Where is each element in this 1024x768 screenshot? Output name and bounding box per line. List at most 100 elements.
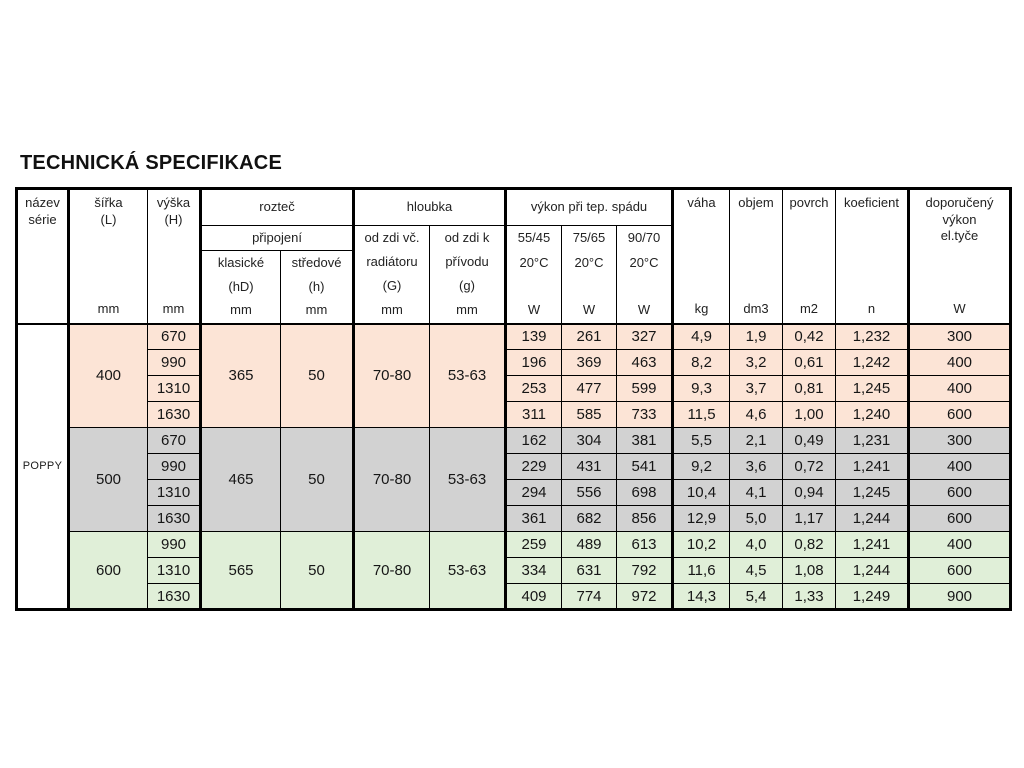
header-temp-7565: 75/65 20°C W xyxy=(561,225,617,324)
header-temp-7565-label: 75/65 xyxy=(572,230,606,246)
header-stredove: středové (h) mm xyxy=(280,250,355,324)
vykon-7565-cell: 682 xyxy=(561,505,617,532)
header-doporuceny-line3: el.tyče xyxy=(940,227,979,243)
doporuceny-cell: 400 xyxy=(908,375,1011,402)
povrch-cell: 1,08 xyxy=(782,557,836,584)
doporuceny-cell: 600 xyxy=(908,479,1011,506)
vyska-cell: 670 xyxy=(147,427,202,454)
vyska-cell: 1310 xyxy=(147,375,202,402)
objem-cell: 3,7 xyxy=(729,375,783,402)
vaha-cell: 9,3 xyxy=(672,375,730,402)
header-temp-7565-degrees: 20°C xyxy=(574,254,604,270)
header-temp-5545: 55/45 20°C W xyxy=(505,225,562,324)
vykon-5545-cell: 253 xyxy=(505,375,562,402)
header-sirka-symbol: (L) xyxy=(100,211,117,227)
unit-mm: mm xyxy=(456,301,478,317)
koeficient-cell: 1,249 xyxy=(835,583,910,610)
header-klasicke-label: klasické xyxy=(217,255,265,271)
povrch-cell: 0,49 xyxy=(782,427,836,454)
header-od-zdi-vc: od zdi vč. radiátoru (G) mm xyxy=(353,225,430,324)
vaha-cell: 9,2 xyxy=(672,453,730,480)
vyska-cell: 1630 xyxy=(147,583,202,610)
vyska-cell: 990 xyxy=(147,349,202,376)
doporuceny-cell: 600 xyxy=(908,557,1011,584)
vykon-9070-cell: 599 xyxy=(616,375,674,402)
koeficient-cell: 1,241 xyxy=(835,531,910,558)
vykon-5545-cell: 229 xyxy=(505,453,562,480)
header-doporuceny-line1: doporučený xyxy=(925,195,994,211)
vyska-cell: 1310 xyxy=(147,479,202,506)
page-title: TECHNICKÁ SPECIFIKACE xyxy=(20,152,282,174)
vaha-cell: 5,5 xyxy=(672,427,730,454)
header-temp-9070: 90/70 20°C W xyxy=(616,225,674,324)
unit-kg: kg xyxy=(694,301,709,316)
unit-mm: mm xyxy=(381,301,403,317)
klasicke-cell: 465 xyxy=(200,427,281,532)
header-od-zdi-vc-line2: radiátoru xyxy=(366,254,418,270)
koeficient-cell: 1,231 xyxy=(835,427,910,454)
povrch-cell: 1,33 xyxy=(782,583,836,610)
vykon-5545-cell: 139 xyxy=(505,322,562,350)
vykon-5545-cell: 409 xyxy=(505,583,562,610)
doporuceny-cell: 400 xyxy=(908,349,1011,376)
vaha-cell: 12,9 xyxy=(672,505,730,532)
header-doporuceny-line2: výkon xyxy=(942,211,977,227)
od-zdi-vc-cell: 70-80 xyxy=(353,322,430,428)
stredove-cell: 50 xyxy=(280,531,355,610)
header-od-zdi-vc-symbol: (G) xyxy=(382,278,402,294)
header-temp-5545-label: 55/45 xyxy=(517,230,551,246)
header-od-zdi-k-line2: přívodu xyxy=(445,254,489,270)
unit-mm: mm xyxy=(305,302,328,317)
vaha-cell: 14,3 xyxy=(672,583,730,610)
doporuceny-cell: 300 xyxy=(908,322,1011,350)
doporuceny-cell: 400 xyxy=(908,531,1011,558)
vykon-7565-cell: 631 xyxy=(561,557,617,584)
objem-cell: 2,1 xyxy=(729,427,783,454)
povrch-cell: 0,61 xyxy=(782,349,836,376)
vykon-7565-cell: 431 xyxy=(561,453,617,480)
header-temp-9070-degrees: 20°C xyxy=(629,254,659,270)
doporuceny-cell: 400 xyxy=(908,453,1011,480)
od-zdi-k-cell: 53-63 xyxy=(429,531,507,610)
header-stredove-symbol: (h) xyxy=(308,278,325,294)
header-objem: objem dm3 xyxy=(729,188,783,324)
stredove-cell: 50 xyxy=(280,322,355,428)
klasicke-cell: 565 xyxy=(200,531,281,610)
header-stredove-label: středové xyxy=(291,255,342,271)
objem-cell: 3,2 xyxy=(729,349,783,376)
vyska-cell: 990 xyxy=(147,531,202,558)
vykon-9070-cell: 463 xyxy=(616,349,674,376)
vykon-9070-cell: 327 xyxy=(616,322,674,350)
od-zdi-k-cell: 53-63 xyxy=(429,322,507,428)
unit-n: n xyxy=(867,301,876,316)
header-od-zdi-k: od zdi k přívodu (g) mm xyxy=(429,225,507,324)
koeficient-cell: 1,244 xyxy=(835,505,910,532)
vykon-9070-cell: 792 xyxy=(616,557,674,584)
header-temp-5545-degrees: 20°C xyxy=(519,254,549,270)
objem-cell: 4,5 xyxy=(729,557,783,584)
vykon-7565-cell: 477 xyxy=(561,375,617,402)
vaha-cell: 11,5 xyxy=(672,401,730,428)
vykon-9070-cell: 698 xyxy=(616,479,674,506)
objem-cell: 4,6 xyxy=(729,401,783,428)
doporuceny-cell: 900 xyxy=(908,583,1011,610)
vykon-5545-cell: 294 xyxy=(505,479,562,506)
unit-mm: mm xyxy=(97,301,120,316)
vykon-9070-cell: 541 xyxy=(616,453,674,480)
vaha-cell: 10,2 xyxy=(672,531,730,558)
vyska-cell: 1310 xyxy=(147,557,202,584)
header-sirka: šířka (L) mm xyxy=(68,188,148,324)
koeficient-cell: 1,245 xyxy=(835,375,910,402)
header-vyska-label: výška xyxy=(156,195,191,211)
povrch-cell: 0,42 xyxy=(782,322,836,350)
unit-w: W xyxy=(582,301,596,317)
header-od-zdi-vc-line1: od zdi vč. xyxy=(364,230,420,246)
header-nazev-line2: série xyxy=(28,211,57,227)
spec-table: název série šířka (L) mm výška (H) mm xyxy=(15,187,1012,611)
koeficient-cell: 1,242 xyxy=(835,349,910,376)
objem-cell: 3,6 xyxy=(729,453,783,480)
header-klasicke-symbol: (hD) xyxy=(228,278,254,294)
vykon-7565-cell: 304 xyxy=(561,427,617,454)
header-temp-9070-label: 90/70 xyxy=(627,230,661,246)
